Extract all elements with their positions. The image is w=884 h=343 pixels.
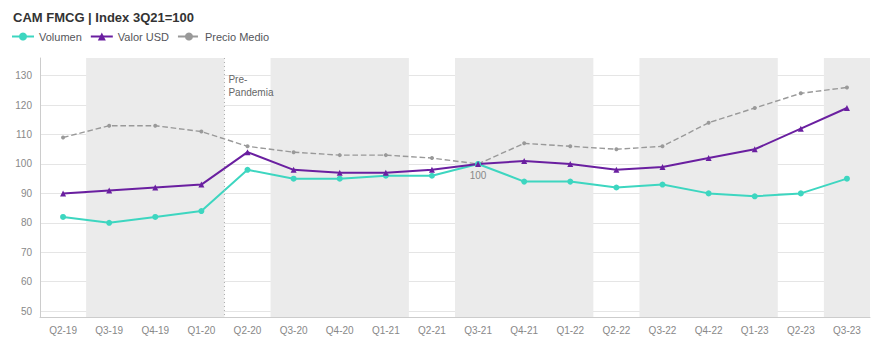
svg-text:60: 60 — [21, 276, 33, 287]
svg-text:Q4-22: Q4-22 — [695, 325, 723, 336]
svg-text:Pre-: Pre- — [228, 74, 247, 85]
svg-text:Q1-23: Q1-23 — [741, 325, 769, 336]
svg-text:Q4-19: Q4-19 — [141, 325, 169, 336]
svg-text:Valor USD: Valor USD — [118, 31, 169, 43]
svg-text:50: 50 — [21, 306, 33, 317]
svg-text:Q1-22: Q1-22 — [556, 325, 584, 336]
svg-text:Q1-21: Q1-21 — [372, 325, 400, 336]
svg-text:70: 70 — [21, 247, 33, 258]
svg-text:Q3-23: Q3-23 — [833, 325, 861, 336]
svg-text:Q1-20: Q1-20 — [187, 325, 215, 336]
svg-text:100: 100 — [15, 158, 32, 169]
svg-text:Q2-23: Q2-23 — [787, 325, 815, 336]
svg-text:90: 90 — [21, 188, 33, 199]
svg-text:100: 100 — [470, 170, 487, 181]
svg-text:Q2-19: Q2-19 — [49, 325, 77, 336]
svg-text:Q3-19: Q3-19 — [95, 325, 123, 336]
svg-text:Q2-20: Q2-20 — [234, 325, 262, 336]
svg-text:Q2-21: Q2-21 — [418, 325, 446, 336]
svg-text:Q2-22: Q2-22 — [602, 325, 630, 336]
svg-text:110: 110 — [16, 129, 32, 140]
svg-text:Q4-21: Q4-21 — [510, 325, 538, 336]
svg-text:Q3-22: Q3-22 — [649, 325, 677, 336]
svg-text:Q3-21: Q3-21 — [464, 325, 492, 336]
svg-text:Volumen: Volumen — [39, 31, 82, 43]
svg-text:Precio Medio: Precio Medio — [205, 31, 269, 43]
svg-text:Q4-20: Q4-20 — [326, 325, 354, 336]
svg-text:CAM FMCG | Index 3Q21=100: CAM FMCG | Index 3Q21=100 — [13, 10, 194, 25]
svg-text:130: 130 — [15, 70, 32, 81]
svg-text:120: 120 — [15, 100, 32, 111]
svg-text:Q3-20: Q3-20 — [280, 325, 308, 336]
svg-text:80: 80 — [21, 217, 33, 228]
svg-text:Pandemia: Pandemia — [228, 87, 273, 98]
